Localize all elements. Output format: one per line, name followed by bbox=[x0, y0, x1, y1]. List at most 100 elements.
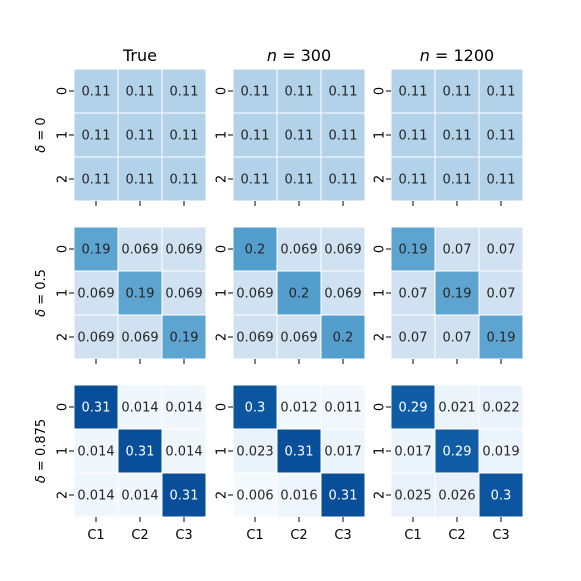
cell-value-label: 0.11 bbox=[329, 173, 358, 188]
heatmap-cell bbox=[390, 112, 436, 158]
heatmap-cell bbox=[434, 226, 480, 272]
cell-value-label: 0.11 bbox=[82, 173, 111, 188]
row-title: δ = 0 bbox=[34, 117, 49, 152]
x-tick-label: C1 bbox=[246, 528, 263, 543]
cell-value-label: 0.31 bbox=[126, 445, 155, 460]
y-tick-label: 0 bbox=[373, 403, 388, 411]
y-tick-label: 0 bbox=[215, 403, 230, 411]
y-tick-label: 1 bbox=[215, 289, 230, 297]
cell-value-label: 0.014 bbox=[121, 401, 158, 416]
cell-value-label: 0.3 bbox=[491, 489, 512, 504]
cell-value-label: 0.069 bbox=[77, 331, 114, 346]
heatmap-cell bbox=[434, 68, 480, 114]
x-tick-label: C1 bbox=[87, 528, 104, 543]
y-tick-label: 1 bbox=[373, 289, 388, 297]
cell-value-label: 0.11 bbox=[170, 129, 199, 144]
cell-value-label: 0.2 bbox=[245, 243, 266, 258]
y-tick-label: 2 bbox=[373, 333, 388, 341]
cell-value-label: 0.11 bbox=[329, 85, 358, 100]
cell-value-label: 0.19 bbox=[487, 331, 516, 346]
cell-value-label: 0.11 bbox=[487, 85, 516, 100]
cell-value-label: 0.11 bbox=[285, 85, 314, 100]
cell-value-label: 0.069 bbox=[165, 287, 202, 302]
heatmap-cell bbox=[434, 156, 480, 202]
heatmap-cell bbox=[320, 270, 366, 316]
cell-value-label: 0.19 bbox=[170, 331, 199, 346]
cell-value-label: 0.29 bbox=[443, 445, 472, 460]
heatmap-cell bbox=[320, 68, 366, 114]
heatmap-cell bbox=[161, 384, 207, 430]
heatmap-cell bbox=[320, 226, 366, 272]
heatmap-cell bbox=[117, 68, 163, 114]
cell-value-label: 0.07 bbox=[399, 331, 428, 346]
heatmap-cell bbox=[232, 472, 278, 518]
x-tick-label: C2 bbox=[131, 528, 148, 543]
heatmap-cell bbox=[478, 270, 524, 316]
cell-value-label: 0.019 bbox=[482, 445, 519, 460]
heatmap-cell bbox=[320, 472, 366, 518]
y-tick-label: 1 bbox=[56, 131, 71, 139]
x-tick-label: C3 bbox=[175, 528, 192, 543]
y-tick-label: 1 bbox=[56, 289, 71, 297]
cell-value-label: 0.07 bbox=[443, 331, 472, 346]
heatmap-cell bbox=[232, 270, 278, 316]
cell-value-label: 0.069 bbox=[324, 287, 361, 302]
cell-value-label: 0.11 bbox=[82, 129, 111, 144]
y-tick-label: 0 bbox=[215, 245, 230, 253]
cell-value-label: 0.017 bbox=[324, 445, 361, 460]
heatmap-cell bbox=[73, 68, 119, 114]
cell-value-label: 0.069 bbox=[280, 331, 317, 346]
y-tick-label: 2 bbox=[215, 333, 230, 341]
heatmap-cell bbox=[232, 314, 278, 360]
cell-value-label: 0.11 bbox=[241, 173, 270, 188]
cell-value-label: 0.069 bbox=[280, 243, 317, 258]
heatmap-cell bbox=[320, 314, 366, 360]
heatmap-cell bbox=[276, 472, 322, 518]
y-tick-label: 1 bbox=[373, 131, 388, 139]
cell-value-label: 0.016 bbox=[280, 489, 317, 504]
heatmap-cell bbox=[232, 112, 278, 158]
y-tick-label: 0 bbox=[373, 87, 388, 95]
cell-value-label: 0.014 bbox=[77, 489, 114, 504]
heatmap-cell bbox=[117, 270, 163, 316]
cell-value-label: 0.025 bbox=[394, 489, 431, 504]
x-tick-label: C2 bbox=[448, 528, 465, 543]
cell-value-label: 0.07 bbox=[487, 287, 516, 302]
cell-value-label: 0.11 bbox=[399, 129, 428, 144]
cell-value-label: 0.2 bbox=[333, 331, 354, 346]
cell-value-label: 0.017 bbox=[394, 445, 431, 460]
heatmap-cell bbox=[320, 112, 366, 158]
heatmap-cell bbox=[478, 112, 524, 158]
cell-value-label: 0.11 bbox=[443, 129, 472, 144]
y-tick-label: 0 bbox=[56, 245, 71, 253]
heatmap-cell bbox=[73, 270, 119, 316]
heatmap-cell bbox=[161, 428, 207, 474]
cell-value-label: 0.11 bbox=[126, 85, 155, 100]
cell-value-label: 0.11 bbox=[399, 85, 428, 100]
y-tick-label: 0 bbox=[215, 87, 230, 95]
cell-value-label: 0.021 bbox=[438, 401, 475, 416]
cell-value-label: 0.07 bbox=[399, 287, 428, 302]
y-tick-label: 0 bbox=[373, 245, 388, 253]
row-title: δ = 0.5 bbox=[34, 269, 49, 317]
heatmap-cell bbox=[276, 112, 322, 158]
y-tick-label: 0 bbox=[56, 403, 71, 411]
column-title: n = 1200 bbox=[420, 46, 494, 65]
heatmap-cell bbox=[117, 384, 163, 430]
cell-value-label: 0.07 bbox=[443, 243, 472, 258]
x-tick-label: C3 bbox=[334, 528, 351, 543]
cell-value-label: 0.012 bbox=[280, 401, 317, 416]
cell-value-label: 0.11 bbox=[443, 173, 472, 188]
cell-value-label: 0.014 bbox=[121, 489, 158, 504]
heatmap-cell bbox=[232, 428, 278, 474]
cell-value-label: 0.069 bbox=[165, 243, 202, 258]
heatmap-cell bbox=[390, 428, 436, 474]
heatmap-cell bbox=[73, 428, 119, 474]
cell-value-label: 0.19 bbox=[82, 243, 111, 258]
y-tick-label: 2 bbox=[56, 491, 71, 499]
cell-value-label: 0.19 bbox=[126, 287, 155, 302]
cell-value-label: 0.11 bbox=[487, 173, 516, 188]
cell-value-label: 0.006 bbox=[236, 489, 273, 504]
heatmap-cell bbox=[478, 226, 524, 272]
